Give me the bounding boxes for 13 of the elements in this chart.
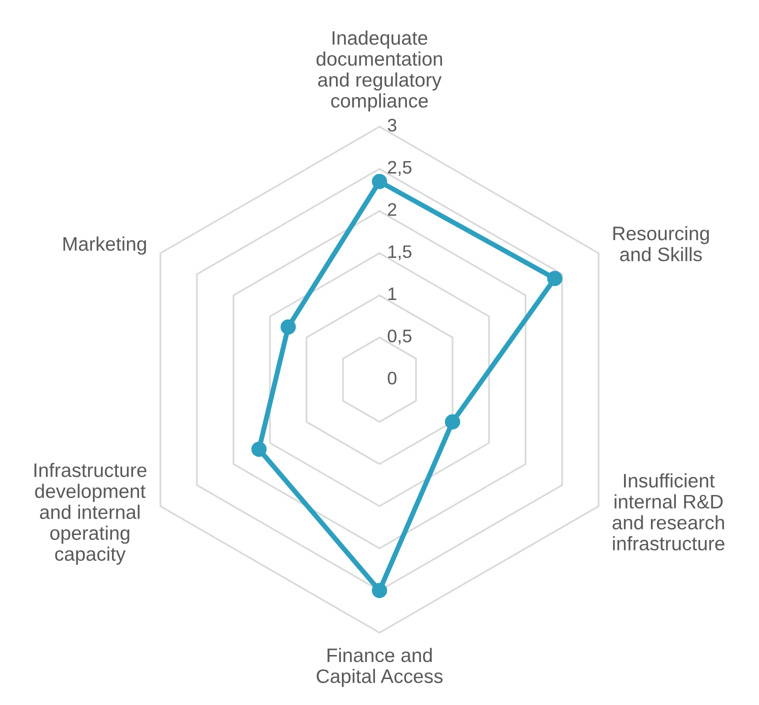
spoke-label: Resourcing and Skills bbox=[613, 226, 709, 262]
spoke-label: Insufficient internal R&D and research infrastructure bbox=[612, 473, 724, 550]
spoke-label: Marketing bbox=[63, 236, 146, 255]
spoke-label: Infrastructure development and internal operating capacity bbox=[34, 462, 146, 565]
y-tick-label: 1,5 bbox=[388, 245, 412, 260]
spoke-label: Inadequate documentation and regulatory compliance bbox=[316, 30, 442, 112]
y-tick-label: 2 bbox=[388, 203, 396, 216]
y-tick-label: 0,5 bbox=[388, 330, 412, 345]
y-tick-label: 0 bbox=[388, 372, 396, 385]
spoke-label: Finance and Capital Access bbox=[316, 648, 443, 687]
y-tick-label: 2,5 bbox=[388, 160, 412, 176]
y-tick-label: 3 bbox=[388, 118, 396, 132]
y-tick-label: 1 bbox=[388, 288, 396, 300]
